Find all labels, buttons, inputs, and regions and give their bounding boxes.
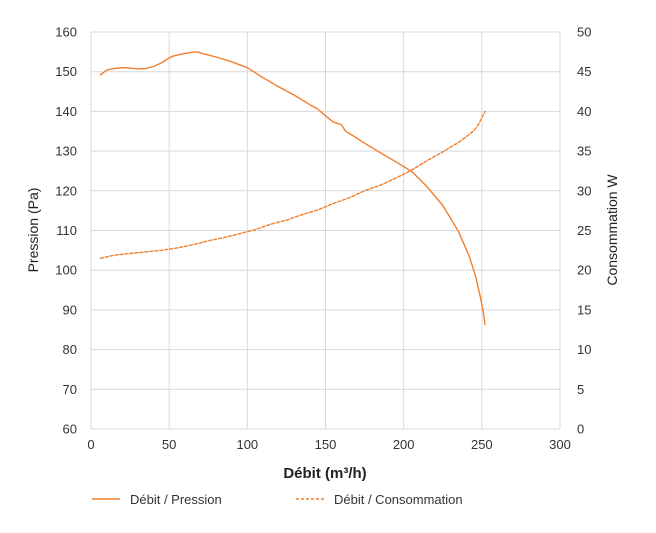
y-tick-label: 110 [56,223,77,238]
y2-tick-label: 45 [577,64,591,79]
x-tick-label: 300 [549,437,571,452]
y-tick-label: 140 [55,104,77,119]
y-tick-label: 90 [63,302,77,317]
y2-tick-label: 40 [577,104,591,119]
x-tick-labels: 0 50 100 150 200 250 300 [87,437,570,452]
x-tick-label: 250 [471,437,493,452]
y-tick-label: 130 [55,144,77,159]
y-axis-title: Pression (Pa) [25,188,41,273]
x-axis-title: Débit (m³/h) [283,465,366,482]
y2-tick-label: 10 [577,342,591,357]
series-line-consommation [99,110,486,259]
x-tick-label: 200 [393,437,415,452]
y-tick-label: 80 [63,342,77,357]
y-tick-labels: 60 70 80 90 100 110 120 130 140 150 160 [55,25,77,437]
y2-tick-label: 50 [577,25,591,40]
y2-axis-title: Consommation W [604,174,620,286]
y-tick-label: 120 [55,183,77,198]
x-tick-label: 150 [315,437,337,452]
y2-tick-label: 15 [577,302,591,317]
y2-tick-labels: 0 5 10 15 20 25 30 35 40 45 50 [577,25,591,437]
x-tick-label: 0 [87,437,94,452]
y-tick-label: 60 [63,422,77,437]
y2-tick-label: 25 [577,223,591,238]
legend: Débit / Pression Débit / Consommation [92,492,463,507]
y2-tick-label: 35 [577,144,591,159]
x-tick-label: 50 [162,437,176,452]
y2-tick-label: 5 [577,382,584,397]
legend-label-consommation: Débit / Consommation [334,492,463,507]
y2-tick-label: 20 [577,263,591,278]
y2-tick-label: 0 [577,422,584,437]
y-tick-label: 150 [55,64,77,79]
x-tick-label: 100 [236,437,258,452]
series-lines [99,51,486,326]
series-line-pression [99,51,486,326]
legend-label-pression: Débit / Pression [130,492,222,507]
y-tick-label: 70 [63,382,77,397]
y-tick-label: 100 [55,263,77,278]
y2-tick-label: 30 [577,183,591,198]
gridlines [90,31,561,430]
y-tick-label: 160 [55,25,77,40]
